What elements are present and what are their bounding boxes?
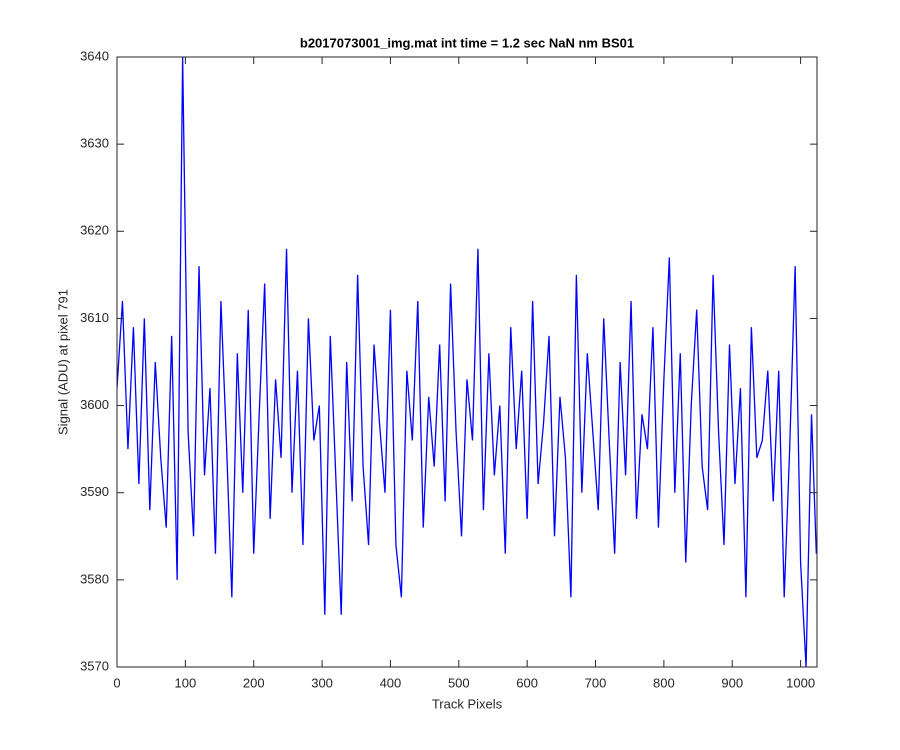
x-tick-label: 800	[653, 675, 675, 690]
x-tick-label: 1000	[786, 675, 815, 690]
x-tick-label: 900	[721, 675, 743, 690]
x-tick-label: 700	[585, 675, 607, 690]
y-tick-label: 3620	[80, 223, 109, 238]
y-tick-label: 3590	[80, 484, 109, 499]
x-tick-label: 400	[380, 675, 402, 690]
chart-title: b2017073001_img.mat int time = 1.2 sec N…	[300, 35, 634, 50]
x-tick-label: 300	[311, 675, 333, 690]
x-tick-label: 100	[175, 675, 197, 690]
data-line	[117, 57, 817, 667]
y-tick-label: 3630	[80, 136, 109, 151]
plot-area: 0 100 200 300 400 500 600 700 800 900 1000 3570 3580…	[80, 48, 818, 690]
x-tick-label: 0	[113, 675, 120, 690]
x-tick-label: 600	[516, 675, 538, 690]
y-tick-label: 3600	[80, 397, 109, 412]
x-axis-label: Track Pixels	[432, 696, 503, 711]
y-tick-label: 3580	[80, 571, 109, 586]
axes-box	[116, 56, 818, 668]
x-tick-label: 500	[448, 675, 470, 690]
y-tick-label: 3640	[80, 48, 109, 63]
y-tick-label: 3610	[80, 310, 109, 325]
y-axis-label: Signal (ADU) at pixel 791	[55, 289, 70, 435]
y-tick-label: 3570	[80, 658, 109, 673]
x-tick-label: 200	[243, 675, 265, 690]
